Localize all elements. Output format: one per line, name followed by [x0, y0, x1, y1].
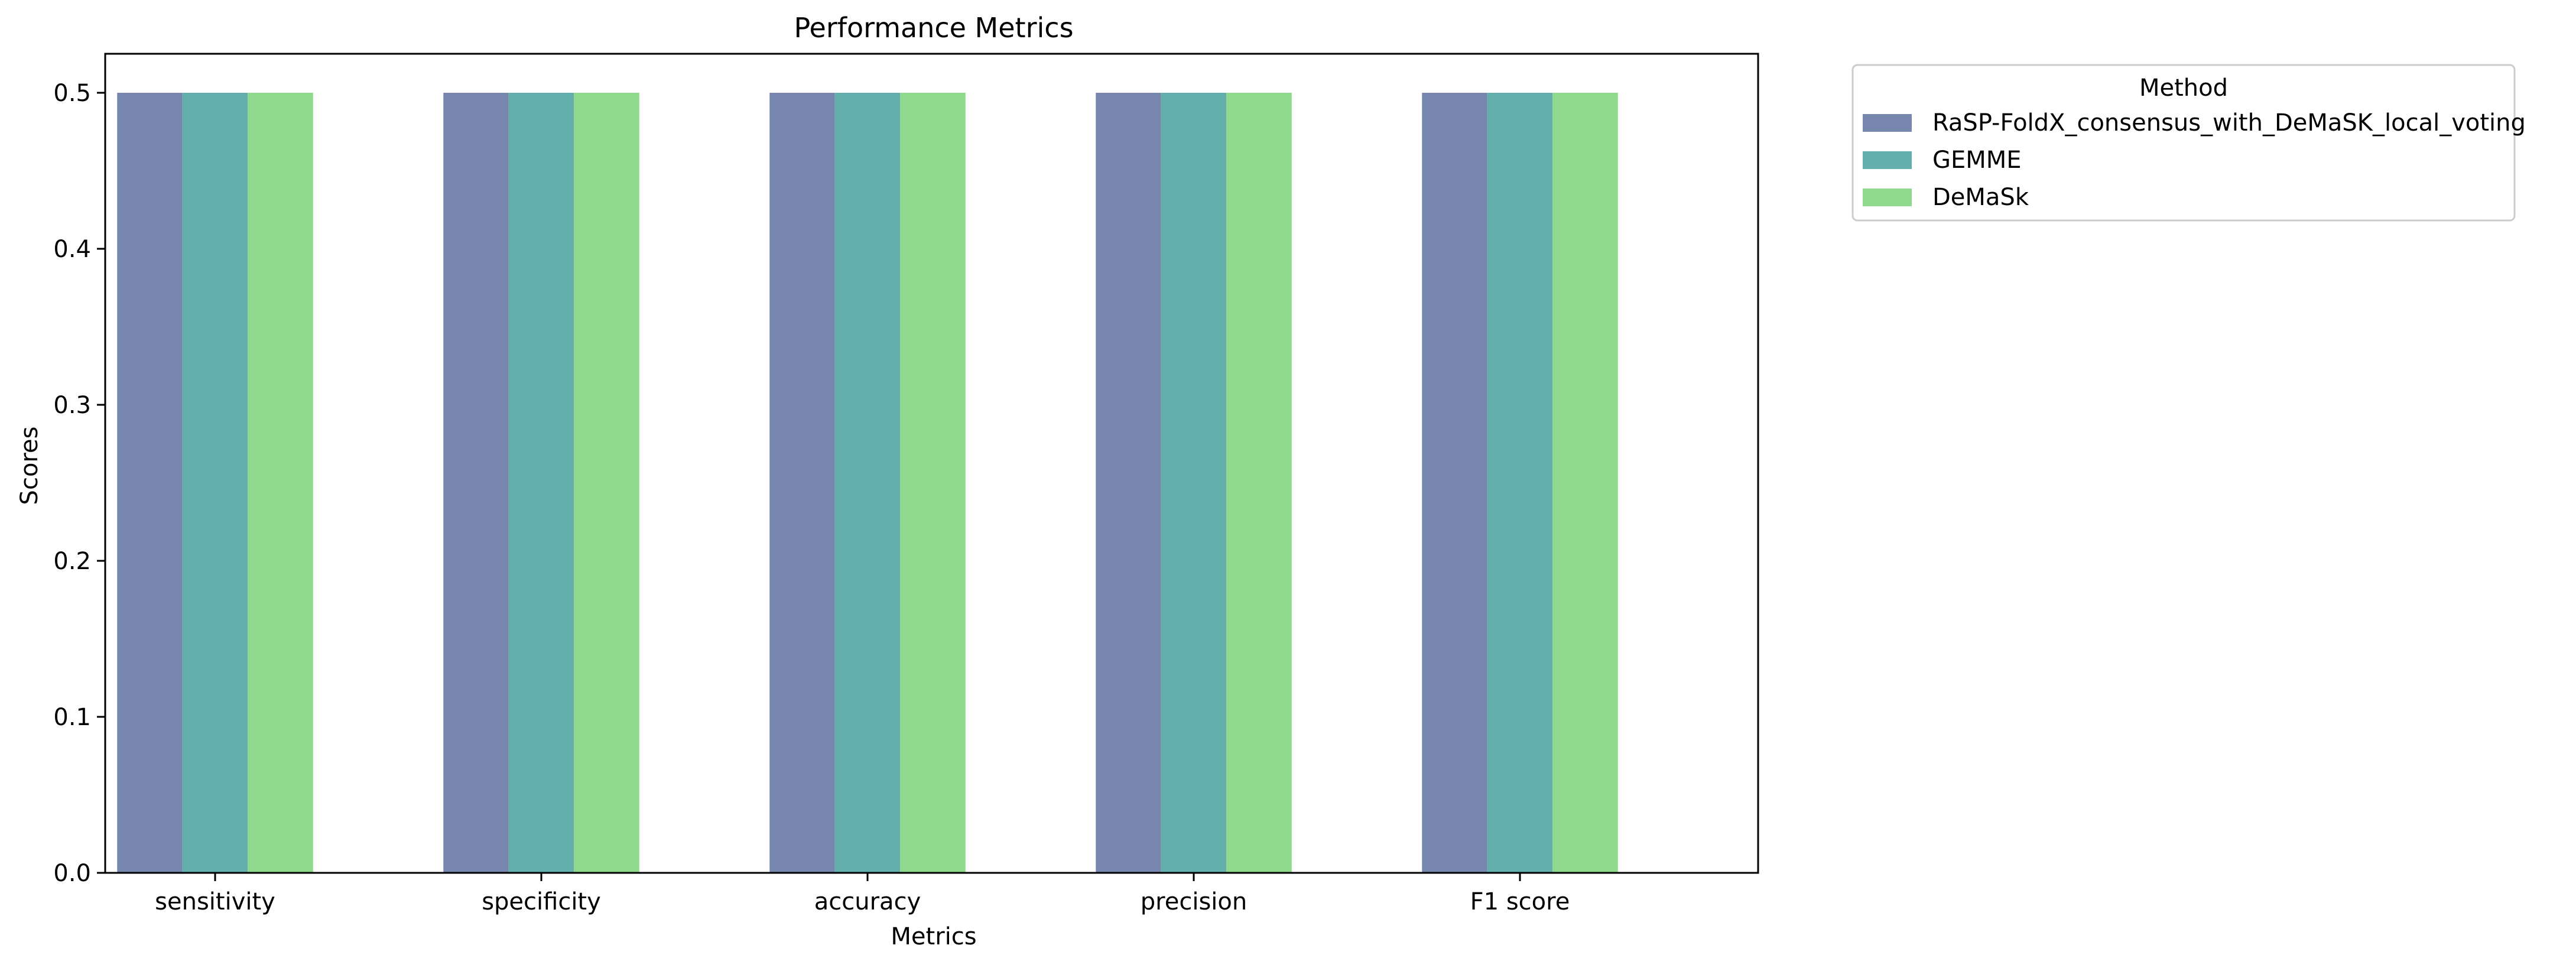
bar-3-2: [574, 93, 639, 873]
legend-label-2: GEMME: [1932, 147, 2022, 174]
legend-swatch-2: [1863, 151, 1912, 169]
bar-2-4: [1161, 93, 1227, 873]
x-axis-label: Metrics: [891, 923, 976, 950]
legend-label-1: RaSP-FoldX_consensus_with_DeMaSK_local_v…: [1932, 109, 2526, 137]
y-tick-label-1: 0.0: [53, 860, 91, 887]
bar-1-1: [117, 93, 183, 873]
y-tick-label-4: 0.3: [53, 392, 91, 419]
bar-2-2: [508, 93, 574, 873]
legend-title: Method: [2139, 74, 2228, 102]
bar-3-1: [248, 93, 313, 873]
chart-title: Performance Metrics: [794, 12, 1073, 44]
bar-2-3: [834, 93, 901, 873]
legend-swatch-3: [1863, 189, 1912, 206]
x-tick-label-2: specificity: [482, 888, 601, 915]
y-tick-label-6: 0.5: [53, 80, 91, 107]
legend: Method RaSP-FoldX_consensus_with_DeMaSK_…: [1851, 64, 2526, 222]
y-tick-label-3: 0.2: [53, 548, 91, 575]
legend-label-3: DeMaSk: [1932, 184, 2029, 211]
x-tick-label-3: accuracy: [814, 888, 921, 915]
y-tick-label-5: 0.4: [53, 236, 91, 263]
legend-swatch-1: [1863, 114, 1912, 132]
bar-1-3: [769, 93, 835, 873]
x-tick-label-1: sensitivity: [155, 888, 275, 915]
y-tick-label-2: 0.1: [53, 704, 91, 731]
bar-1-2: [443, 93, 509, 873]
bar-3-3: [900, 93, 966, 873]
bar-1-5: [1422, 93, 1487, 873]
plot-area: 0.0 0.1 0.2 0.3 0.4 0.5 sensitivity specificity…: [53, 53, 1759, 915]
bar-3-4: [1226, 93, 1292, 873]
x-tick-label-4: precision: [1141, 888, 1247, 915]
bar-3-5: [1552, 93, 1618, 873]
axes-frame: [104, 53, 1759, 874]
y-axis-label: Scores: [16, 427, 43, 505]
bar-2-1: [182, 93, 248, 873]
bar-2-5: [1487, 93, 1553, 873]
bar-1-4: [1096, 93, 1161, 873]
legend-frame: [1851, 64, 2516, 222]
x-tick-label-5: F1 score: [1470, 888, 1570, 915]
